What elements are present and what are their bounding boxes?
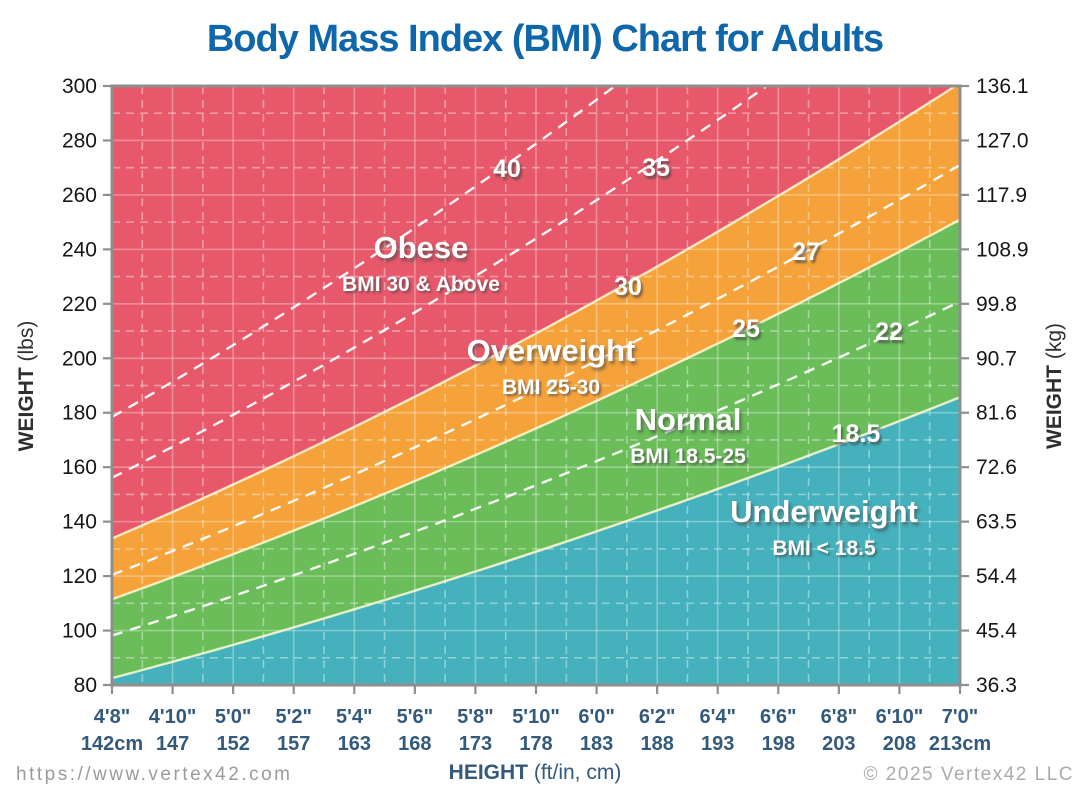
tick-label-cm: 213cm xyxy=(929,733,991,755)
x-axis-title: HEIGHT (ft/in, cm) xyxy=(335,761,735,785)
tick-label-cm: 188 xyxy=(640,733,673,755)
tick-label-lbs: 80 xyxy=(74,674,97,697)
isoline-bmi-35 xyxy=(112,86,770,479)
y-axis-title-lbs-unit: (lbs) xyxy=(15,320,38,368)
tick-label-lbs: 280 xyxy=(62,129,97,152)
tick-label-lbs: 240 xyxy=(62,238,97,261)
annotations: 40 35 30 27 25 22 18.5 Obese BMI 30 & Above Overw… xyxy=(342,154,918,560)
y-axis-lbs: 300 280 260 240 220 200 180 160 140 120 100 80 xyxy=(62,75,112,697)
boundary-bmi-25 xyxy=(112,218,960,601)
tick-label-cm: 142cm xyxy=(81,733,143,755)
zone-range-obese: BMI 30 & Above xyxy=(342,273,500,296)
tick-label-lbs: 200 xyxy=(62,347,97,370)
tick-label-cm: 157 xyxy=(277,733,310,755)
isoline-label-40: 40 xyxy=(493,155,521,183)
y-axis-kg: 136.1 127.0 117.9 108.9 99.8 90.7 81.6 72.6 63.5… xyxy=(960,75,1029,697)
tick-label-kg: 117.9 xyxy=(976,184,1027,207)
zone-range-normal: BMI 18.5-25 xyxy=(630,445,746,468)
page-title: Body Mass Index (BMI) Chart for Adults xyxy=(206,18,884,60)
tick-label-ftin: 5'10" xyxy=(512,706,560,728)
tick-label-lbs: 180 xyxy=(62,402,97,425)
tick-label-kg: 81.6 xyxy=(976,402,1017,425)
zone-label-obese: Obese xyxy=(374,230,469,265)
tick-label-ftin: 5'8" xyxy=(457,706,493,728)
y-axis-title-kg: WEIGHT (kg) xyxy=(1043,276,1073,496)
zone-range-overweight: BMI 25-30 xyxy=(502,376,600,399)
tick-label-lbs: 120 xyxy=(62,565,97,588)
tick-label-ftin: 6'10" xyxy=(876,706,924,728)
tick-label-ftin: 5'4" xyxy=(336,706,372,728)
isoline-label-35: 35 xyxy=(642,154,670,182)
isoline-bmi-27 xyxy=(112,163,960,577)
tick-label-lbs: 140 xyxy=(62,511,97,534)
tick-label-ftin: 6'6" xyxy=(760,706,796,728)
x-axis-title-unit: (ft/in, cm) xyxy=(528,761,622,784)
isoline-label-18.5: 18.5 xyxy=(832,420,881,448)
tick-label-kg: 72.6 xyxy=(976,456,1017,479)
isoline-label-22: 22 xyxy=(875,318,903,346)
tick-label-ftin: 5'2" xyxy=(275,706,311,728)
tick-label-kg: 45.4 xyxy=(976,620,1017,643)
tick-label-lbs: 300 xyxy=(62,75,97,98)
tick-label-cm: 178 xyxy=(519,733,552,755)
zone-label-overweight: Overweight xyxy=(467,333,636,368)
zone-underweight xyxy=(112,397,960,685)
tick-label-cm: 198 xyxy=(762,733,795,755)
y-axis-title-lbs: WEIGHT (lbs) xyxy=(15,276,45,496)
tick-label-lbs: 100 xyxy=(62,620,97,643)
tick-label-ftin: 4'10" xyxy=(149,706,197,728)
isoline-label-30: 30 xyxy=(614,273,642,301)
zone-label-underweight: Underweight xyxy=(730,494,918,529)
tick-label-kg: 108.9 xyxy=(976,238,1029,261)
tick-label-cm: 152 xyxy=(216,733,249,755)
y-axis-title-kg-unit: (kg) xyxy=(1043,323,1066,365)
tick-label-kg: 127.0 xyxy=(976,129,1029,152)
boundary-bmi-18.5 xyxy=(112,396,960,680)
tick-label-cm: 193 xyxy=(701,733,734,755)
zone-label-normal: Normal xyxy=(635,402,742,437)
tick-label-cm: 147 xyxy=(156,733,189,755)
footer-copyright: © 2025 Vertex42 LLC xyxy=(863,764,1074,785)
y-axis-title-lbs-word: WEIGHT xyxy=(15,367,38,452)
tick-label-ftin: 5'0" xyxy=(215,706,251,728)
tick-label-lbs: 160 xyxy=(62,456,97,479)
tick-label-kg: 90.7 xyxy=(976,347,1017,370)
tick-label-ftin: 7'0" xyxy=(942,706,978,728)
isoline-label-27: 27 xyxy=(792,238,820,266)
tick-label-lbs: 220 xyxy=(62,293,97,316)
y-axis-title-kg-word: WEIGHT xyxy=(1043,365,1066,449)
tick-label-cm: 208 xyxy=(883,733,916,755)
isoline-bmi-40 xyxy=(112,86,618,419)
tick-label-kg: 99.8 xyxy=(976,293,1017,316)
tick-label-cm: 168 xyxy=(398,733,431,755)
x-axis-title-word: HEIGHT xyxy=(448,761,528,784)
tick-label-ftin: 6'2" xyxy=(639,706,675,728)
isoline-label-25: 25 xyxy=(732,315,760,343)
tick-label-cm: 163 xyxy=(338,733,371,755)
tick-label-ftin: 6'8" xyxy=(821,706,857,728)
tick-label-kg: 63.5 xyxy=(976,511,1017,534)
tick-label-kg: 136.1 xyxy=(976,75,1029,98)
tick-label-cm: 173 xyxy=(459,733,492,755)
x-axis-height: 4'8" 142cm 4'10" 147 5'0" 152 5'2" 157 5'4" 163 5'… xyxy=(81,685,991,755)
tick-label-cm: 203 xyxy=(822,733,855,755)
tick-label-ftin: 5'6" xyxy=(397,706,433,728)
footer-url[interactable]: https://www.vertex42.com xyxy=(16,764,293,785)
tick-label-ftin: 6'0" xyxy=(578,706,614,728)
boundary-bmi-30 xyxy=(112,86,958,540)
tick-label-kg: 36.3 xyxy=(976,674,1017,697)
tick-label-cm: 183 xyxy=(580,733,613,755)
zone-range-underweight: BMI < 18.5 xyxy=(772,537,876,560)
tick-label-ftin: 4'8" xyxy=(94,706,130,728)
tick-label-ftin: 6'4" xyxy=(699,706,735,728)
tick-label-kg: 54.4 xyxy=(976,565,1017,588)
tick-label-lbs: 260 xyxy=(62,184,97,207)
plot-area xyxy=(112,86,960,685)
